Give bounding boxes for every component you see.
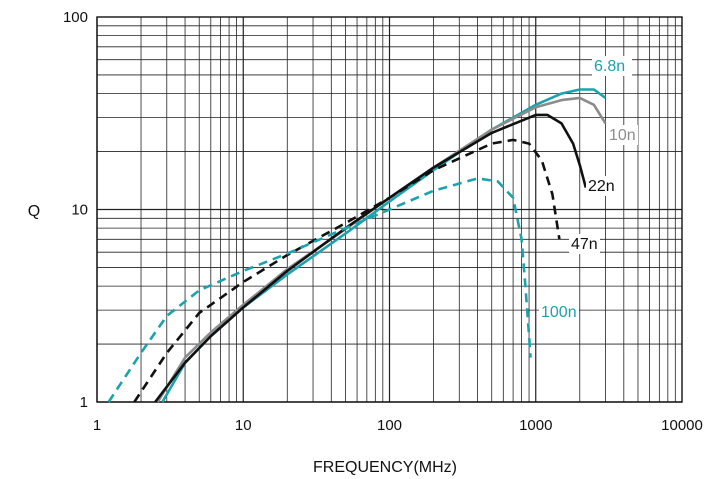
plot-grid [96,16,683,403]
series-label-bg [569,234,600,254]
x-tick-label: 10 [235,417,252,434]
x-tick-label: 100 [377,417,402,434]
series-label-47n: 47n [571,236,598,253]
y-axis-title: Q [28,203,40,220]
series-line-22n [154,113,588,403]
y-tick-label: 1 [80,394,88,411]
x-tick-label: 1 [93,417,101,434]
series-label-10n: 10n [609,127,636,144]
series-layer [107,88,607,403]
x-tick-label: 1000 [519,417,552,434]
series-line-100n [107,177,532,403]
tick-labels: 1 10 100 1000 10000 1 10 100 [63,9,703,434]
series-label-bg [607,125,638,145]
y-tick-label: 100 [63,9,88,26]
series-label-bg [586,176,617,196]
y-tick-label: 10 [71,202,88,219]
series-line-47n [133,138,561,403]
series-label-100n: 100n [541,304,577,321]
series-line-10n [156,96,607,403]
series-label-22n: 22n [588,178,615,195]
series-label-bg [539,302,579,322]
series-label-bg [592,56,632,76]
x-tick-label: 10000 [661,417,703,434]
series-labels: 6.8n 10n 22n 47n 100n [539,56,638,322]
x-axis-title: FREQUENCY(MHz) [313,459,457,476]
plot-frame [96,16,683,403]
series-label-6.8n: 6.8n [594,58,625,75]
